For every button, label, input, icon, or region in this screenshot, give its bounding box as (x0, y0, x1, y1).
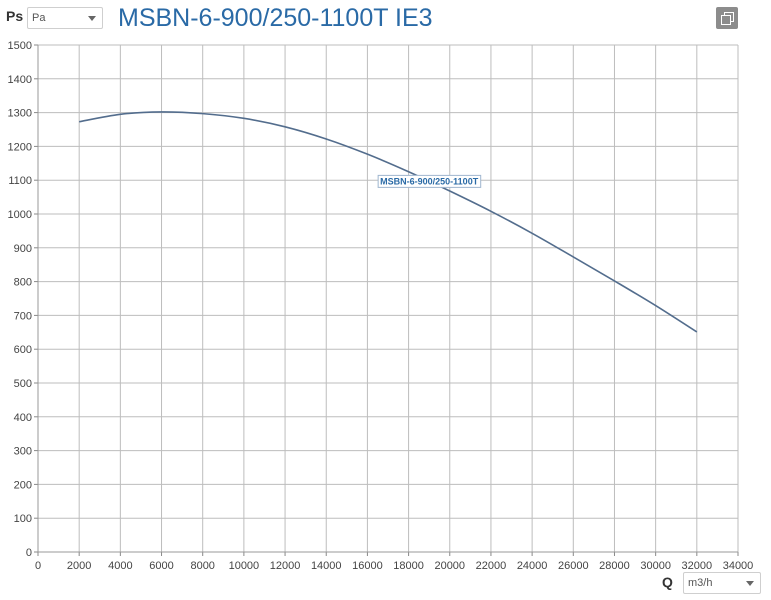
x-tick-label: 8000 (190, 560, 214, 572)
x-tick-label: 20000 (434, 560, 465, 572)
x-tick-label: 32000 (682, 560, 713, 572)
y-tick-label: 100 (14, 513, 32, 525)
x-tick-label: 26000 (558, 560, 589, 572)
popout-window-icon[interactable] (716, 7, 738, 29)
y-tick-label: 500 (14, 378, 32, 390)
y-tick-label: 800 (14, 277, 32, 289)
x-tick-label: 16000 (352, 560, 383, 572)
x-tick-label: 6000 (149, 560, 173, 572)
y-tick-label: 1400 (8, 74, 32, 86)
x-tick-label: 4000 (108, 560, 132, 572)
x-tick-label: 24000 (517, 560, 548, 572)
y-tick-label: 300 (14, 446, 32, 458)
flow-unit-value: m3/h (688, 577, 713, 589)
flow-unit-select[interactable]: m3/h (683, 572, 761, 594)
pressure-unit-select[interactable]: Pa (27, 7, 103, 29)
chevron-down-icon (88, 16, 96, 21)
series-label-box (377, 174, 482, 188)
pressure-unit-value: Pa (32, 12, 46, 24)
series-label: MSBN-6-900/250-1100T (380, 176, 479, 186)
x-tick-label: 10000 (229, 560, 260, 572)
x-tick-label: 22000 (476, 560, 507, 572)
chevron-down-icon (746, 581, 754, 586)
x-tick-label: 2000 (67, 560, 91, 572)
y-tick-label: 1500 (8, 40, 32, 52)
chart-title: MSBN-6-900/250-1100T IE3 (118, 4, 433, 32)
x-tick-label: 28000 (599, 560, 630, 572)
y-tick-label: 900 (14, 243, 32, 255)
x-tick-label: 14000 (311, 560, 342, 572)
x-axis-title: Q (662, 574, 673, 590)
x-tick-label: 0 (35, 560, 41, 572)
y-axis-title: Ps (6, 8, 24, 24)
y-tick-label: 1100 (8, 175, 32, 187)
y-tick-label: 700 (14, 310, 32, 322)
x-tick-label: 12000 (270, 560, 301, 572)
y-tick-label: 600 (14, 344, 32, 356)
series-line (79, 111, 698, 333)
x-tick-label: 30000 (640, 560, 671, 572)
x-tick-label: 34000 (723, 560, 754, 572)
y-tick-label: 200 (14, 479, 32, 491)
y-tick-label: 1200 (8, 141, 32, 153)
y-tick-label: 400 (14, 412, 32, 424)
y-tick-label: 1300 (8, 108, 32, 120)
x-tick-label: 18000 (393, 560, 424, 572)
y-tick-label: 0 (26, 547, 32, 559)
y-tick-label: 1000 (8, 209, 32, 221)
